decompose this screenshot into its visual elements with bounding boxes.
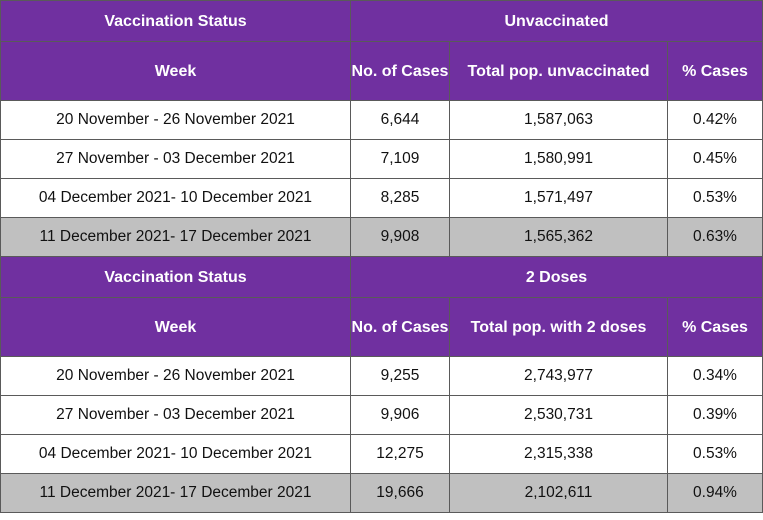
cases-cell: 6,644 <box>350 100 450 140</box>
percent-cell: 0.39% <box>667 395 763 435</box>
column-header-row: Week No. of Cases Total pop. with 2 dose… <box>0 297 763 357</box>
percent-header: % Cases <box>667 297 763 357</box>
cases-cell: 9,906 <box>350 395 450 435</box>
table-row-highlighted: 11 December 2021- 17 December 2021 9,908… <box>0 217 763 257</box>
cases-header: No. of Cases <box>350 297 450 357</box>
cases-cell: 19,666 <box>350 473 450 513</box>
status-header: Vaccination Status <box>0 256 351 298</box>
week-cell: 20 November - 26 November 2021 <box>0 100 351 140</box>
population-cell: 1,587,063 <box>449 100 668 140</box>
population-cell: 1,565,362 <box>449 217 668 257</box>
section-unvaccinated: Vaccination Status Unvaccinated Week No.… <box>0 0 763 257</box>
population-cell: 1,571,497 <box>449 178 668 218</box>
table-row: 20 November - 26 November 2021 9,255 2,7… <box>0 356 763 396</box>
status-header-row: Vaccination Status 2 Doses <box>0 256 763 298</box>
table-row: 27 November - 03 December 2021 7,109 1,5… <box>0 139 763 179</box>
population-cell: 1,580,991 <box>449 139 668 179</box>
population-cell: 2,530,731 <box>449 395 668 435</box>
percent-cell: 0.94% <box>667 473 763 513</box>
percent-cell: 0.45% <box>667 139 763 179</box>
cases-cell: 12,275 <box>350 434 450 474</box>
cases-header: No. of Cases <box>350 41 450 101</box>
percent-cell: 0.63% <box>667 217 763 257</box>
population-cell: 2,315,338 <box>449 434 668 474</box>
week-header: Week <box>0 297 351 357</box>
week-cell: 11 December 2021- 17 December 2021 <box>0 473 351 513</box>
table-row-highlighted: 11 December 2021- 17 December 2021 19,66… <box>0 473 763 513</box>
population-header: Total pop. unvaccinated <box>449 41 668 101</box>
percent-cell: 0.53% <box>667 434 763 474</box>
table-row: 20 November - 26 November 2021 6,644 1,5… <box>0 100 763 140</box>
cases-cell: 9,255 <box>350 356 450 396</box>
status-header-row: Vaccination Status Unvaccinated <box>0 0 763 42</box>
percent-cell: 0.42% <box>667 100 763 140</box>
week-cell: 04 December 2021- 10 December 2021 <box>0 434 351 474</box>
column-header-row: Week No. of Cases Total pop. unvaccinate… <box>0 41 763 101</box>
population-cell: 2,102,611 <box>449 473 668 513</box>
population-header: Total pop. with 2 doses <box>449 297 668 357</box>
percent-header: % Cases <box>667 41 763 101</box>
week-cell: 04 December 2021- 10 December 2021 <box>0 178 351 218</box>
percent-cell: 0.34% <box>667 356 763 396</box>
table-row: 27 November - 03 December 2021 9,906 2,5… <box>0 395 763 435</box>
table-row: 04 December 2021- 10 December 2021 12,27… <box>0 434 763 474</box>
week-cell: 27 November - 03 December 2021 <box>0 139 351 179</box>
week-cell: 11 December 2021- 17 December 2021 <box>0 217 351 257</box>
week-cell: 27 November - 03 December 2021 <box>0 395 351 435</box>
cases-cell: 7,109 <box>350 139 450 179</box>
cases-cell: 9,908 <box>350 217 450 257</box>
percent-cell: 0.53% <box>667 178 763 218</box>
status-header: Vaccination Status <box>0 0 351 42</box>
week-header: Week <box>0 41 351 101</box>
population-cell: 2,743,977 <box>449 356 668 396</box>
cases-cell: 8,285 <box>350 178 450 218</box>
table-row: 04 December 2021- 10 December 2021 8,285… <box>0 178 763 218</box>
group-header: 2 Doses <box>350 256 763 298</box>
week-cell: 20 November - 26 November 2021 <box>0 356 351 396</box>
section-2-doses: Vaccination Status 2 Doses Week No. of C… <box>0 256 763 513</box>
group-header: Unvaccinated <box>350 0 763 42</box>
